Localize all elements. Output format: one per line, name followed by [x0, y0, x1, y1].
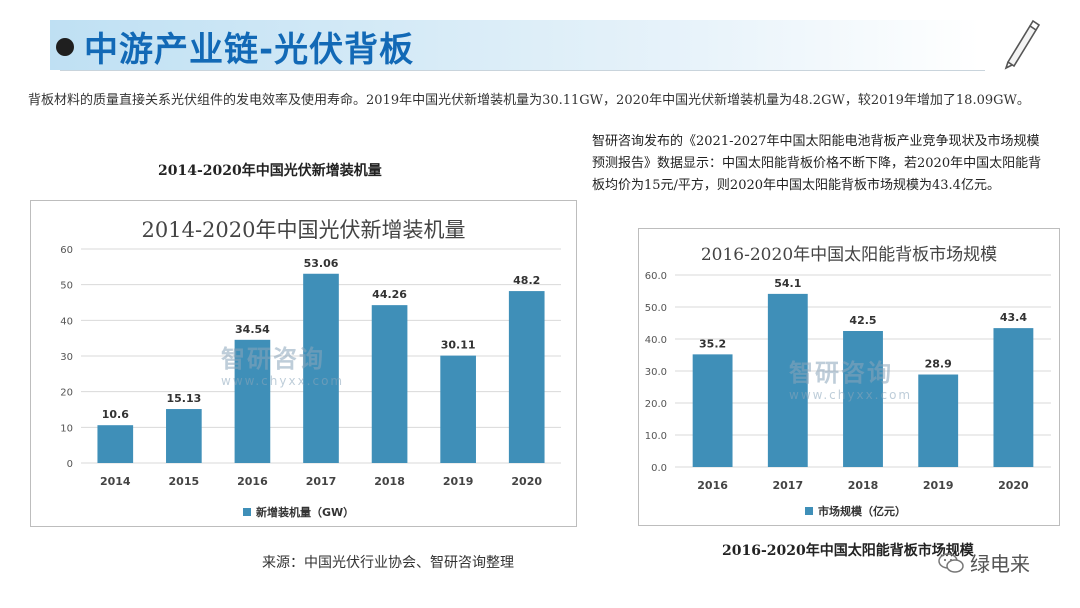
- bar: [303, 273, 339, 463]
- x-tick-label: 2014: [100, 475, 131, 488]
- x-tick-label: 2019: [443, 475, 474, 488]
- data-label: 54.1: [774, 277, 801, 290]
- bar: [767, 293, 808, 467]
- bar: [993, 328, 1034, 467]
- data-label: 48.2: [513, 274, 540, 287]
- page-title: 中游产业链-光伏背板: [84, 30, 415, 70]
- data-label: 43.4: [1000, 311, 1027, 324]
- y-tick-label: 40: [60, 316, 73, 327]
- source-note: 来源：中国光伏行业协会、智研咨询整理: [262, 555, 514, 571]
- title-background: [50, 20, 980, 70]
- watermark-logo: 智研咨询: [221, 345, 325, 373]
- intro-paragraph: 背板材料的质量直接关系光伏组件的发电效率及使用寿命。2019年中国光伏新增装机量…: [28, 93, 1030, 108]
- data-label: 15.13: [166, 392, 201, 405]
- data-label: 28.9: [925, 358, 952, 371]
- pen-icon: [1004, 19, 1041, 70]
- chart2-caption: 2016-2020年中国太阳能背板市场规模: [722, 543, 974, 559]
- bar: [843, 331, 883, 467]
- report-note: 智研咨询发布的《2021-2027年中国太阳能电池背板产业竞争现状及市场规模预测…: [592, 134, 1042, 193]
- y-tick-label: 40.0: [645, 335, 667, 346]
- x-tick-label: 2016: [697, 479, 728, 492]
- watermark-url: www.chyxx.com: [789, 388, 913, 402]
- bar: [440, 355, 476, 463]
- x-tick-label: 2018: [374, 475, 405, 488]
- brand-name: 绿电来: [970, 552, 1030, 576]
- bar: [918, 374, 959, 467]
- chart1-container: 2014-2020年中国光伏新增装机量 0 10 20 30 40 50 60 10.6 2014…: [30, 200, 577, 527]
- chart1-caption: 2014-2020年中国光伏新增装机量: [158, 163, 382, 179]
- x-tick-label: 2020: [511, 475, 542, 488]
- legend-label: 市场规模（亿元）: [818, 504, 906, 518]
- data-label: 44.26: [372, 288, 407, 301]
- x-tick-label: 2020: [998, 479, 1029, 492]
- legend-swatch: [805, 507, 813, 515]
- x-tick-label: 2017: [772, 479, 803, 492]
- y-tick-label: 10.0: [645, 431, 667, 442]
- watermark-url: www.chyxx.com: [221, 374, 345, 388]
- y-tick-label: 50: [60, 281, 73, 292]
- title-divider: [60, 70, 985, 71]
- brand-badge: 绿电来: [938, 548, 1030, 577]
- data-label: 42.5: [849, 314, 876, 327]
- y-tick-label: 20.0: [645, 399, 667, 410]
- x-tick-label: 2019: [923, 479, 954, 492]
- y-tick-label: 30.0: [645, 367, 667, 378]
- bar: [97, 425, 134, 463]
- chart1-title: 2014-2020年中国光伏新增装机量: [142, 218, 466, 242]
- x-tick-label: 2016: [237, 475, 268, 488]
- y-tick-label: 0: [67, 459, 73, 470]
- data-label: 30.11: [441, 339, 476, 352]
- chart2-svg: 2016-2020年中国太阳能背板市场规模 0.0 10.0 20.0 30.0 40.0…: [645, 245, 1051, 518]
- bullet-dot-icon: [56, 38, 74, 56]
- chart1-watermark: 智研咨询 www.chyxx.com: [221, 339, 344, 388]
- x-tick-label: 2017: [306, 475, 337, 488]
- y-tick-label: 0.0: [651, 463, 667, 474]
- chart2-container: 2016-2020年中国太阳能背板市场规模 0.0 10.0 20.0 30.0 40.0…: [638, 228, 1060, 526]
- data-label: 53.06: [304, 257, 339, 270]
- y-tick-label: 50.0: [645, 303, 667, 314]
- watermark-logo: 智研咨询: [789, 359, 893, 387]
- title-bar: 中游产业链-光伏背板: [0, 14, 1080, 74]
- bar: [166, 409, 202, 463]
- bar: [371, 305, 408, 463]
- data-label: 35.2: [699, 337, 726, 350]
- chart2-title: 2016-2020年中国太阳能背板市场规模: [701, 245, 997, 265]
- legend-swatch: [243, 508, 251, 516]
- x-tick-label: 2015: [169, 475, 200, 488]
- x-tick-label: 2018: [848, 479, 879, 492]
- y-tick-label: 60: [60, 245, 73, 256]
- data-label: 10.6: [102, 408, 129, 421]
- chart2-watermark: 智研咨询 www.chyxx.com: [789, 353, 912, 402]
- bar: [234, 339, 271, 463]
- y-tick-label: 60.0: [645, 271, 667, 282]
- data-label: 34.54: [235, 323, 270, 336]
- y-tick-label: 30: [60, 352, 73, 363]
- bar: [508, 291, 545, 463]
- chart1-svg: 2014-2020年中国光伏新增装机量 0 10 20 30 40 50 60 10.6 2014…: [60, 218, 561, 519]
- wechat-icon: [938, 552, 964, 573]
- y-tick-label: 20: [60, 388, 73, 399]
- legend-label: 新增装机量（GW）: [256, 505, 354, 519]
- bar: [692, 354, 733, 467]
- y-tick-label: 10: [60, 423, 73, 434]
